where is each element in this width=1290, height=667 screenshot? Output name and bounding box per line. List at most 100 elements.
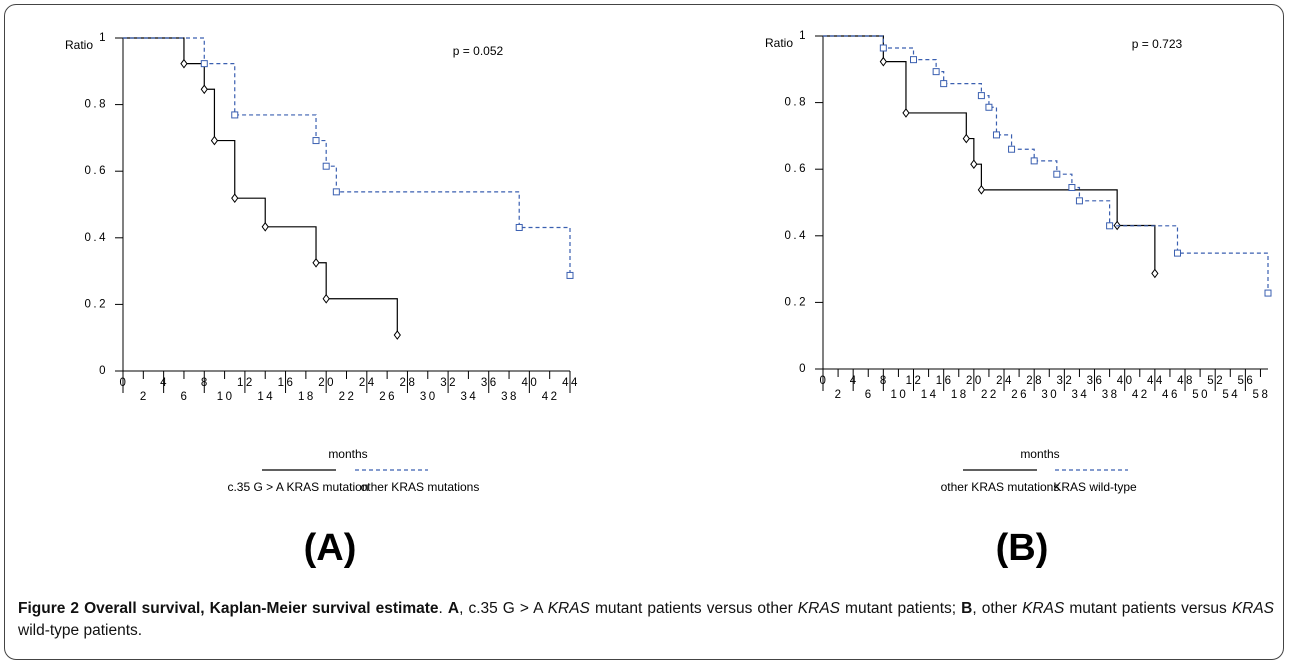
marker (910, 56, 918, 64)
x-tick-label: 42 (542, 391, 560, 403)
x-tick-label: 48 (1177, 375, 1195, 387)
x-tick-label: 14 (921, 389, 939, 401)
x-tick-label: 12 (237, 377, 255, 389)
marker (1264, 289, 1272, 297)
survival-line (823, 35, 1156, 274)
caption-text: wild-type patients. (18, 622, 143, 639)
x-tick-label: 36 (1087, 375, 1105, 387)
marker (332, 188, 340, 196)
x-tick-label: 46 (1162, 389, 1180, 401)
x-tick-label: 4 (850, 375, 859, 387)
y-tick-label: 0.2 (785, 296, 809, 308)
x-tick-label: 26 (379, 391, 397, 403)
marker (879, 56, 887, 67)
marker (312, 257, 320, 268)
marker (210, 135, 219, 146)
x-tick-label: 44 (1147, 375, 1165, 387)
x-tick-label: 36 (481, 377, 499, 389)
marker (977, 92, 985, 100)
marker (940, 80, 948, 88)
legend-label: KRAS wild-type (1053, 480, 1137, 494)
y-tick-label: 0.4 (85, 232, 109, 244)
x-tick-label: 54 (1222, 389, 1240, 401)
x-tick-label: 16 (936, 375, 954, 387)
marker (566, 271, 574, 279)
panel-label: (B) (996, 527, 1049, 569)
marker (231, 193, 239, 204)
x-tick-label: 12 (906, 375, 924, 387)
x-tick-label: 0 (820, 375, 829, 387)
x-tick-label: 18 (951, 389, 969, 401)
marker (200, 60, 208, 68)
marker (879, 44, 887, 52)
legend-label: c.35 G > A KRAS mutation (227, 480, 368, 494)
y-tick-label: 0.4 (785, 230, 809, 242)
caption-text: , other (972, 600, 1023, 617)
x-tick-label: 22 (339, 391, 357, 403)
caption-title: Figure 2 Overall survival, Kaplan-Meier … (18, 600, 439, 617)
x-tick-label: 10 (217, 391, 235, 403)
caption-text: mutant patients versus (1064, 600, 1232, 617)
x-tick-label: 20 (966, 375, 984, 387)
caption-text: mutant patients versus other (589, 600, 798, 617)
x-tick-label: 8 (880, 375, 889, 387)
annotation: p = 0.723 (1132, 37, 1183, 51)
figure: 00.20.40.60.8102468101214161820222426283… (65, 30, 1272, 569)
y-tick-label: 1 (799, 30, 808, 42)
y-tick-label: 0.6 (785, 163, 809, 175)
survival-line (123, 37, 571, 276)
panel-label: (A) (304, 527, 357, 569)
x-tick-label: 34 (461, 391, 479, 403)
x-tick-label: 10 (891, 389, 909, 401)
x-tick-label: 18 (298, 391, 316, 403)
survival-line (123, 37, 398, 336)
x-tick-label: 22 (981, 389, 999, 401)
marker (515, 223, 523, 231)
caption-text: mutant patients; (840, 600, 962, 617)
y-tick-label: 0 (799, 363, 808, 375)
marker (932, 68, 940, 76)
x-tick-label: 38 (1102, 389, 1120, 401)
y-tick-label: 0.8 (785, 97, 809, 109)
x-tick-label: 40 (521, 377, 539, 389)
x-tick-label: 4 (160, 377, 169, 389)
caption-text: KRAS (797, 600, 841, 617)
x-tick-label: 52 (1207, 375, 1225, 387)
x-tick-label: 24 (359, 377, 377, 389)
x-axis-label: months (1020, 447, 1059, 461)
marker (1053, 170, 1061, 178)
caption-text: A (447, 600, 460, 617)
x-tick-label: 38 (501, 391, 519, 403)
marker (261, 221, 269, 232)
marker (1068, 184, 1076, 192)
marker (1173, 249, 1181, 257)
caption-text: , c.35 G > A (459, 600, 548, 617)
marker (200, 84, 208, 95)
marker (1030, 157, 1038, 165)
marker (902, 108, 910, 118)
x-tick-label: 34 (1072, 389, 1090, 401)
x-tick-label: 32 (1056, 375, 1074, 387)
legend-label: other KRAS mutations (941, 480, 1060, 494)
x-tick-label: 26 (1011, 389, 1029, 401)
y-tick-label: 0.6 (85, 165, 109, 177)
marker (1075, 197, 1083, 205)
y-axis-label: Ratio (65, 38, 93, 52)
x-tick-label: 24 (996, 375, 1014, 387)
marker (393, 330, 401, 340)
y-tick-label: 0.8 (85, 99, 109, 111)
marker (962, 133, 970, 144)
survival-line (823, 35, 1269, 294)
y-tick-label: 0 (99, 365, 108, 377)
marker (1151, 268, 1159, 279)
frame (4, 4, 1284, 660)
x-tick-label: 40 (1117, 375, 1135, 387)
y-axis-label: Ratio (765, 36, 793, 50)
x-tick-label: 32 (440, 377, 458, 389)
x-axis-label: months (328, 447, 367, 461)
caption-text: KRAS (1231, 600, 1275, 617)
x-tick-label: 2 (835, 389, 844, 401)
marker (180, 58, 188, 69)
marker (1106, 222, 1114, 230)
marker (322, 162, 330, 170)
